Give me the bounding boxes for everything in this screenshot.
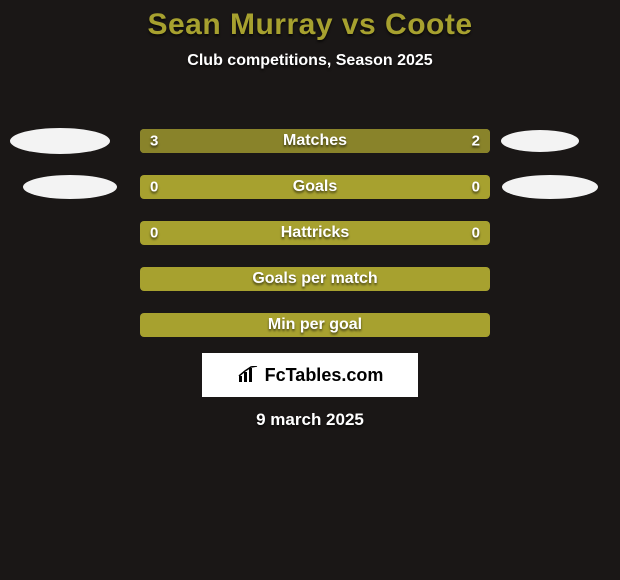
stat-label: Hattricks — [140, 224, 490, 242]
page-title: Sean Murray vs Coote — [0, 0, 620, 42]
player-marker-left — [23, 175, 117, 199]
stat-value-left: 3 — [150, 133, 158, 150]
stat-row: Goals per match — [0, 256, 620, 302]
stat-bar-fill-right — [350, 129, 490, 153]
stat-value-right: 0 — [472, 225, 480, 242]
stat-row: Hattricks0 0 — [0, 210, 620, 256]
stat-row: Matches32 — [0, 118, 620, 164]
player-marker-right — [501, 130, 579, 152]
stat-value-left: 0 — [150, 179, 158, 196]
player-marker-left — [10, 128, 110, 154]
stat-bar: Matches32 — [140, 129, 490, 153]
stat-value-right: 2 — [472, 133, 480, 150]
stat-bar: Goals per match — [140, 267, 490, 291]
player-marker-right — [502, 175, 598, 199]
stat-bar: Min per goal — [140, 313, 490, 337]
stat-value-right: 0 — [472, 179, 480, 196]
stat-rows: Matches32Goals00Hattricks00Goals per mat… — [0, 118, 620, 348]
stats-card: Sean Murray vs Coote Club competitions, … — [0, 0, 620, 580]
stat-label: Min per goal — [140, 316, 490, 334]
stat-row: Min per goal — [0, 302, 620, 348]
stat-label: Goals — [140, 178, 490, 196]
brand-box: FcTables.com — [202, 353, 418, 397]
brand-text: FcTables.com — [265, 365, 384, 386]
stat-bar-fill-left — [140, 129, 350, 153]
stat-value-left: 0 — [150, 225, 158, 242]
date-line: 9 march 2025 — [0, 410, 620, 430]
stat-row: Goals0 0 — [0, 164, 620, 210]
stat-label: Goals per match — [140, 270, 490, 288]
stat-bar: Goals0 0 — [140, 175, 490, 199]
stat-bar: Hattricks0 0 — [140, 221, 490, 245]
chart-icon — [237, 366, 259, 384]
subtitle: Club competitions, Season 2025 — [0, 52, 620, 70]
